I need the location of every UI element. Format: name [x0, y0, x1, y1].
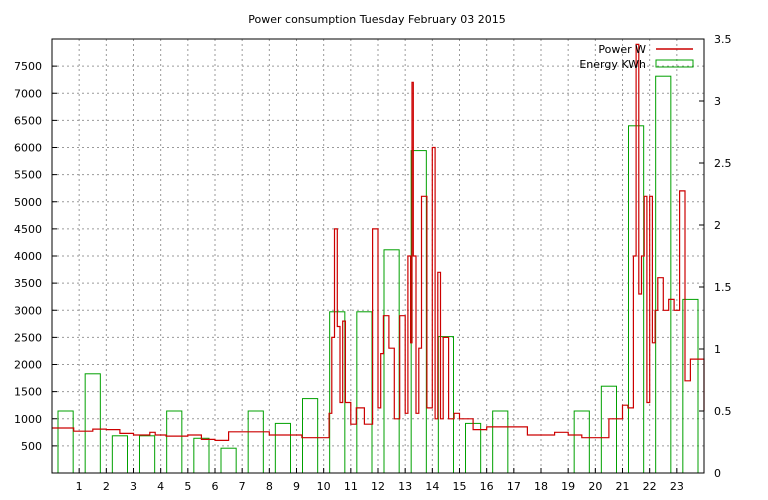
- energy-bar: [356, 311, 373, 474]
- energy-bar: [166, 410, 183, 474]
- y-tick-label: 2000: [14, 359, 42, 372]
- x-tick-label: 11: [344, 480, 358, 493]
- legend: Power W Energy KWh: [579, 43, 694, 71]
- x-tick-label: 19: [561, 480, 575, 493]
- x-tick-label: 2: [103, 480, 110, 493]
- y-tick-label: 6500: [14, 114, 42, 127]
- y-tick-label: 3500: [14, 277, 42, 290]
- y-tick-label: 4500: [14, 223, 42, 236]
- x-tick-label: 22: [643, 480, 657, 493]
- y-tick-label: 1000: [14, 413, 42, 426]
- y2-tick-label: 0.5: [714, 405, 732, 418]
- energy-bar: [220, 447, 237, 474]
- x-tick-label: 20: [588, 480, 602, 493]
- y2-tick-label: 3.5: [714, 33, 732, 46]
- energy-bar: [247, 410, 264, 474]
- x-tick-label: 12: [371, 480, 385, 493]
- x-tick-label: 8: [266, 480, 273, 493]
- right-axis-ticks: 0 0.5 1 1.5 2 2.5 3 3.5: [699, 33, 732, 480]
- y2-tick-label: 0: [714, 467, 721, 480]
- x-tick-label: 9: [293, 480, 300, 493]
- x-tick-label: 18: [534, 480, 548, 493]
- energy-bar: [465, 422, 482, 474]
- x-tick-label: 3: [130, 480, 137, 493]
- x-tick-label: 4: [157, 480, 164, 493]
- x-tick-label: 10: [317, 480, 331, 493]
- y2-tick-label: 1: [714, 343, 721, 356]
- energy-bar: [492, 410, 509, 474]
- power-series-line: [52, 43, 705, 441]
- energy-bar: [84, 373, 101, 474]
- x-tick-label: 5: [184, 480, 191, 493]
- y-tick-label: 1500: [14, 386, 42, 399]
- y-tick-label: 7500: [14, 60, 42, 73]
- left-axis-ticks: 500 1000 1500 2000 2500 3000 3500 4000 4500 5000 5…: [14, 60, 57, 453]
- x-tick-label: 14: [425, 480, 439, 493]
- energy-bar: [111, 435, 129, 474]
- y2-tick-label: 2: [714, 219, 721, 232]
- energy-bar: [302, 398, 319, 474]
- energy-bar: [383, 249, 400, 474]
- y-tick-label: 3000: [14, 304, 42, 317]
- x-tick-label: 16: [480, 480, 494, 493]
- x-tick-label: 23: [670, 480, 684, 493]
- x-tick-label: 17: [507, 480, 521, 493]
- energy-bar: [193, 437, 210, 474]
- x-tick-label: 15: [453, 480, 467, 493]
- y-tick-label: 6000: [14, 142, 42, 155]
- y2-tick-label: 1.5: [714, 281, 732, 294]
- energy-bar: [139, 435, 156, 474]
- chart-title: Power consumption Tuesday February 03 20…: [248, 13, 505, 26]
- x-axis-ticks: 1 2 3 4 5 6 7 8 9 10 11 12 13 14 15 16 17 18 19 20 21 22 23: [76, 468, 684, 493]
- legend-swatch-energy: [655, 59, 694, 68]
- y-tick-label: 4000: [14, 250, 42, 263]
- energy-bar: [274, 422, 292, 474]
- energy-bar: [655, 75, 672, 474]
- y-tick-label: 2500: [14, 331, 42, 344]
- energy-bar: [57, 410, 74, 474]
- y-tick-label: 5500: [14, 169, 42, 182]
- energy-bar: [573, 410, 590, 474]
- x-tick-label: 21: [616, 480, 630, 493]
- y2-tick-label: 2.5: [714, 157, 732, 170]
- x-tick-label: 7: [239, 480, 246, 493]
- legend-label-power: Power W: [598, 43, 646, 56]
- x-tick-label: 13: [398, 480, 412, 493]
- y-tick-label: 500: [21, 440, 42, 453]
- y-tick-label: 7000: [14, 87, 42, 100]
- power-line-layer: [52, 43, 705, 441]
- y2-tick-label: 3: [714, 95, 721, 108]
- y-tick-label: 5000: [14, 196, 42, 209]
- x-tick-label: 1: [76, 480, 83, 493]
- legend-label-energy: Energy KWh: [579, 58, 646, 71]
- x-tick-label: 6: [212, 480, 219, 493]
